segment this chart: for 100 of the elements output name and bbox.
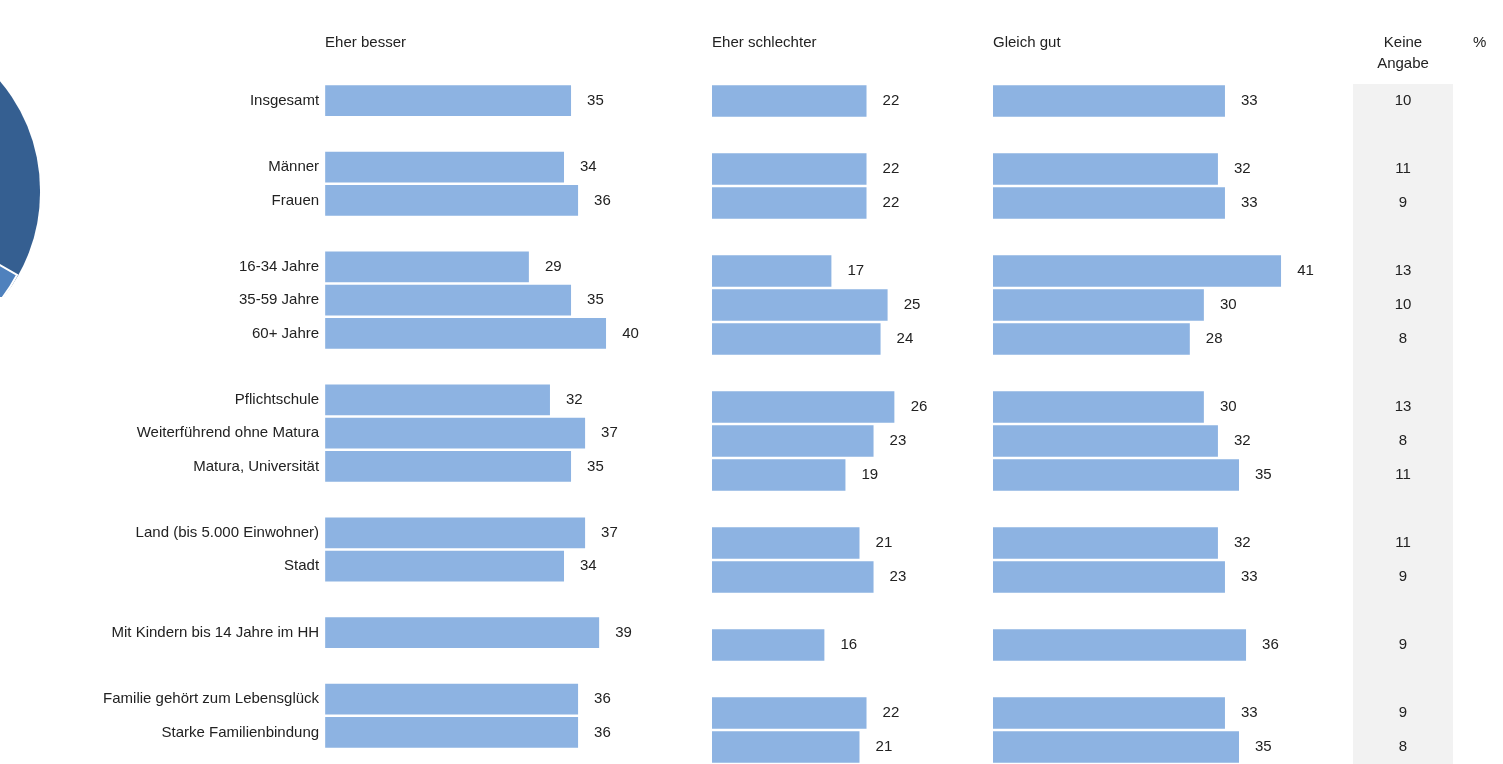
data-label: 37: [601, 523, 618, 541]
data-label: 21: [875, 533, 893, 551]
data-label: 35: [587, 290, 604, 308]
bar: [325, 151, 565, 183]
chart-title: Eher besser: [325, 33, 406, 51]
bar: [325, 417, 586, 449]
data-label: 17: [847, 261, 865, 279]
data-label: 33: [1240, 703, 1258, 721]
data-label: 34: [580, 556, 597, 574]
data-label: 11: [1395, 533, 1411, 551]
bar: [325, 683, 579, 715]
bar: [325, 185, 579, 216]
y-tick-label: 35-59 Jahre: [239, 290, 320, 308]
y-tick-label: Weiterführend ohne Matura: [136, 423, 320, 441]
y-tick-label: Pflichtschule: [234, 390, 320, 408]
bar: [712, 153, 867, 185]
bar: [712, 561, 874, 593]
data-label: 8: [1398, 431, 1408, 449]
data-label: 30: [1219, 397, 1237, 415]
bar: [325, 717, 579, 748]
data-label: 11: [1395, 465, 1411, 483]
data-label: 9: [1398, 635, 1408, 653]
data-label: 10: [1394, 91, 1412, 109]
data-label: 33: [1240, 193, 1258, 211]
chart-title: Gleich gut: [993, 33, 1062, 51]
bar: [325, 318, 607, 349]
bar: [712, 425, 874, 457]
y-tick-label: Familie gehört zum Lebensglück: [103, 689, 320, 707]
data-label: 33: [1240, 567, 1258, 585]
data-label: 23: [889, 431, 907, 449]
data-label: 13: [1394, 261, 1412, 279]
bar: [712, 459, 846, 491]
bar: [712, 289, 888, 321]
data-label: 32: [1233, 431, 1251, 449]
data-label: 33: [1240, 91, 1258, 109]
data-label: 32: [1233, 533, 1251, 551]
bar: [712, 323, 881, 355]
data-label: 37: [601, 423, 618, 441]
bar: [325, 251, 529, 283]
y-tick-label: Stadt: [284, 556, 320, 574]
data-label: 22: [882, 703, 900, 721]
bar: [712, 731, 860, 763]
bar: [712, 629, 825, 661]
data-label: 22: [882, 193, 900, 211]
data-label: 13: [1394, 397, 1412, 415]
data-label: 25: [903, 295, 921, 313]
data-label: 30: [1219, 295, 1237, 313]
data-label: 19: [861, 465, 879, 483]
data-label: 36: [594, 190, 611, 208]
data-label: 32: [565, 390, 583, 408]
data-label: 24: [896, 329, 914, 347]
chart-title: Eher schlechter: [712, 33, 817, 51]
data-label: 29: [544, 257, 562, 275]
bar: [325, 284, 572, 316]
data-label: 36: [594, 689, 611, 707]
bar: [325, 617, 600, 648]
y-tick-label: 16-34 Jahre: [239, 257, 320, 275]
bar: [712, 85, 867, 117]
data-label: 23: [889, 567, 907, 585]
y-tick-label: Insgesamt: [249, 90, 320, 108]
data-label: 36: [1262, 635, 1279, 653]
y-tick-label: Matura, Universität: [193, 456, 320, 474]
bar: [712, 697, 867, 729]
y-tick-label: Mit Kindern bis 14 Jahre im HH: [111, 622, 320, 640]
data-label: 9: [1398, 703, 1408, 721]
text: Keine Angabe: [1377, 33, 1429, 72]
data-label: 21: [875, 737, 893, 755]
data-label: 34: [580, 157, 597, 175]
bar: [325, 85, 572, 116]
data-label: 8: [1398, 329, 1408, 347]
y-tick-label: Land (bis 5.000 Einwohner): [135, 523, 320, 541]
data-label: 26: [910, 397, 928, 415]
bar: [712, 255, 832, 287]
y-tick-label: Starke Familienbindung: [161, 722, 320, 740]
bar: [712, 187, 867, 219]
data-label: 22: [882, 91, 900, 109]
bar: [712, 391, 895, 423]
y-tick-label: 60+ Jahre: [251, 323, 320, 341]
bar: [325, 451, 572, 482]
text: %: [1473, 33, 1487, 51]
data-label: 10: [1394, 295, 1412, 313]
data-label: 40: [622, 323, 639, 341]
data-label: 35: [587, 456, 604, 474]
data-label: 16: [840, 635, 858, 653]
data-label: 8: [1398, 737, 1408, 755]
y-tick-label: Männer: [268, 157, 320, 175]
data-label: 28: [1205, 329, 1223, 347]
data-label: 36: [594, 722, 611, 740]
data-label: 35: [587, 90, 604, 108]
data-label: 11: [1395, 159, 1411, 177]
data-label: 32: [1233, 159, 1251, 177]
data-label: 9: [1398, 567, 1408, 585]
data-label: 35: [1255, 465, 1272, 483]
data-label: 9: [1398, 193, 1408, 211]
bar: [325, 550, 565, 582]
bar: [325, 517, 586, 549]
bar: [712, 527, 860, 559]
data-label: 41: [1297, 261, 1314, 279]
data-label: 39: [615, 622, 632, 640]
bar: [325, 384, 550, 416]
